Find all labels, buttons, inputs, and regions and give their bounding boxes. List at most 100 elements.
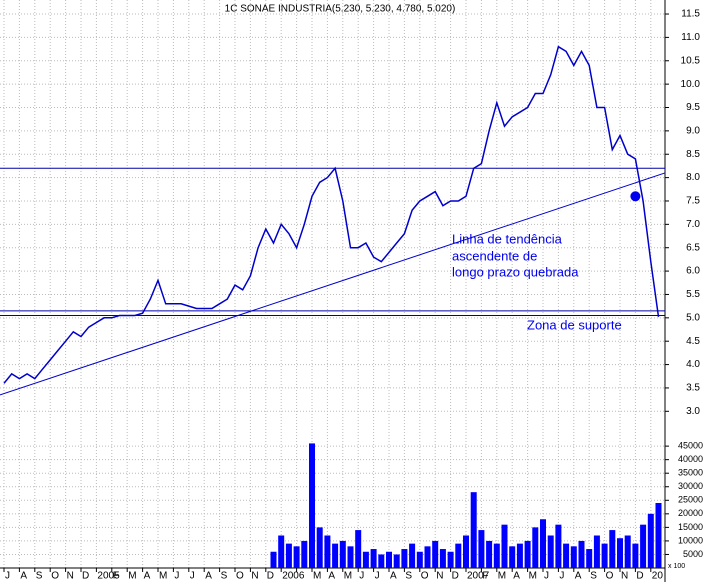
x-tick-label: A xyxy=(390,571,397,582)
x-tick-label: 2007 xyxy=(467,571,490,582)
y-tick-label: 4.0 xyxy=(686,359,700,370)
volume-bar xyxy=(278,535,285,568)
y-tick-label: 25000 xyxy=(678,495,703,505)
volume-bar xyxy=(578,540,585,568)
x-tick-label: O xyxy=(421,571,429,582)
y-tick-label: 8.0 xyxy=(686,172,700,183)
volume-bar xyxy=(347,546,354,568)
volume-bar xyxy=(401,549,408,568)
volume-bar xyxy=(532,527,539,568)
y-tick-label: 10.5 xyxy=(681,55,701,66)
volume-bar xyxy=(301,540,308,568)
volume-bar xyxy=(632,543,639,568)
x-tick-label: J xyxy=(359,571,364,582)
volume-bar xyxy=(362,551,369,568)
x-tick-label: O xyxy=(236,571,244,582)
x-tick-label: J xyxy=(559,571,564,582)
y-tick-label: 5000 xyxy=(683,549,703,559)
volume-bar xyxy=(570,546,577,568)
y-tick-label: 4.5 xyxy=(686,336,700,347)
x-tick-label: 20 xyxy=(652,571,664,582)
x-tick-label: N xyxy=(67,571,74,582)
volume-bar xyxy=(547,535,554,568)
volume-bar xyxy=(386,551,392,568)
volume-bar xyxy=(478,530,485,568)
trendline xyxy=(0,172,666,396)
y-tick-label: 45000 xyxy=(678,441,703,451)
y-tick-label: 10000 xyxy=(678,535,703,545)
volume-bar xyxy=(617,538,623,568)
volume-bar xyxy=(470,492,477,568)
volume-bar xyxy=(370,549,377,568)
y-tick-label: 11.5 xyxy=(681,9,700,20)
x-tick-label: N xyxy=(251,571,258,582)
volume-bar xyxy=(416,551,423,568)
x-tick-label: S xyxy=(590,571,597,582)
y-tick-label: 3.5 xyxy=(686,383,700,394)
x-tick-label: M xyxy=(128,571,136,582)
volume-bar xyxy=(393,554,400,568)
x-tick-label: M xyxy=(529,571,537,582)
volume-bar xyxy=(563,543,570,568)
volume-bar xyxy=(647,513,654,568)
y-tick-label: 7.5 xyxy=(686,196,700,207)
x-tick-label: J xyxy=(544,571,549,582)
y-tick-label: 8.5 xyxy=(686,149,700,160)
volume-bar xyxy=(432,540,439,568)
volume-bar xyxy=(555,524,562,568)
x-tick-label: A xyxy=(328,571,335,582)
volume-bar xyxy=(339,540,346,568)
x-tick-label: O xyxy=(606,571,614,582)
x-tick-label: F xyxy=(482,571,488,582)
x-tick-label: A xyxy=(144,571,151,582)
x-tick-label: J xyxy=(190,571,195,582)
x-tick-label: M xyxy=(313,571,321,582)
annotation: Zona de suporte xyxy=(527,317,622,332)
x-tick-label: S xyxy=(405,571,412,582)
x-tick-label: D xyxy=(267,571,274,582)
volume-bar xyxy=(309,443,315,568)
y-tick-label: 6.0 xyxy=(686,266,700,277)
volume-bar xyxy=(355,530,362,568)
annotation: longo prazo quebrada xyxy=(452,264,579,279)
y-tick-label: 11.0 xyxy=(681,32,700,43)
x-tick-label: 2006 xyxy=(282,571,305,582)
volume-bar xyxy=(524,540,531,568)
x-tick-label: M xyxy=(498,571,506,582)
volume-bar xyxy=(409,543,416,568)
x-tick-label: A xyxy=(205,571,212,582)
volume-bar xyxy=(586,549,593,568)
x-tick-label: D xyxy=(82,571,89,582)
volume-bar xyxy=(540,519,546,568)
x-tick-label: J xyxy=(5,571,10,582)
volume-bar xyxy=(324,535,331,568)
x-tick-label: 2005 xyxy=(97,571,120,582)
y-tick-label: 3.0 xyxy=(686,406,700,417)
y-tick-label: 30000 xyxy=(678,481,703,491)
x-tick-label: M xyxy=(344,571,352,582)
volume-bar xyxy=(316,527,323,568)
y-tick-label: 5.0 xyxy=(686,312,700,323)
x-tick-label: D xyxy=(452,571,459,582)
y-tick-label: 6.5 xyxy=(686,242,700,253)
x-tick-label: F xyxy=(113,571,119,582)
volume-bar xyxy=(516,543,523,568)
x-tick-label: N xyxy=(621,571,628,582)
y-tick-label: 9.0 xyxy=(686,126,700,137)
volume-bar xyxy=(655,503,662,568)
x-tick-label: S xyxy=(36,571,43,582)
volume-bar xyxy=(601,543,608,568)
volume-bar xyxy=(270,551,277,568)
volume-bar xyxy=(455,543,462,568)
volume-bar xyxy=(293,546,300,568)
volume-bar xyxy=(593,535,600,568)
x-tick-label: A xyxy=(513,571,520,582)
volume-bar xyxy=(609,530,616,568)
volume-bar xyxy=(624,535,631,568)
price-line xyxy=(3,45,660,384)
y-tick-label: 15000 xyxy=(678,522,703,532)
y-tick-label: 10.0 xyxy=(681,79,701,90)
volume-bar xyxy=(463,535,469,568)
volume-bar xyxy=(493,543,500,568)
